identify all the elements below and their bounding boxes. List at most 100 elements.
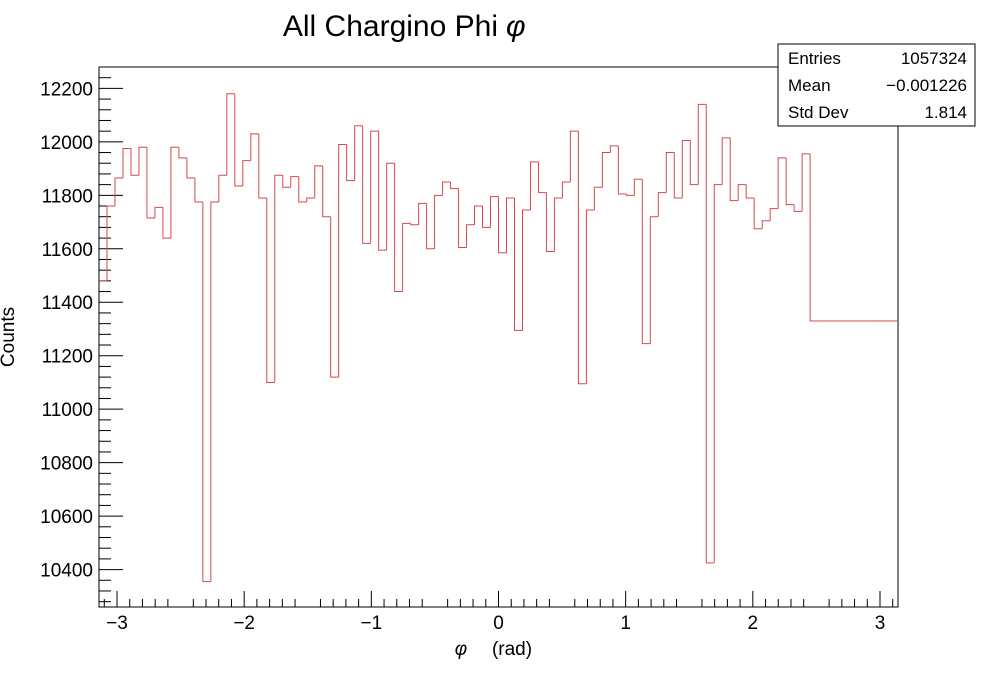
histogram-bin xyxy=(466,224,475,248)
histogram-bin xyxy=(577,131,587,385)
histogram-bin xyxy=(545,192,555,252)
histogram-bin xyxy=(585,209,595,384)
histogram-bin xyxy=(290,176,299,188)
histogram-bin xyxy=(210,201,219,582)
stats-label: Mean xyxy=(788,76,831,95)
plot-frame xyxy=(98,66,899,608)
histogram-bin xyxy=(170,146,179,239)
histogram-bin xyxy=(122,148,131,178)
histogram-bin xyxy=(649,216,659,344)
histogram-bin xyxy=(474,205,483,225)
histogram-bin xyxy=(657,192,667,217)
histogram-bin xyxy=(673,152,683,199)
histogram-bin xyxy=(505,197,515,253)
histogram-bin xyxy=(689,140,699,186)
x-axis-symbol: φ xyxy=(455,639,467,660)
histogram-bin xyxy=(721,137,731,185)
y-tick-labels: 10400 10600 10800 11000 11200 11400 11600 11800… xyxy=(40,79,93,581)
histogram-bin xyxy=(809,153,819,322)
histogram-bin xyxy=(609,145,619,153)
histogram-bin xyxy=(593,186,603,211)
histogram-bin xyxy=(370,130,379,244)
histogram-bin xyxy=(529,161,539,211)
stats-box: Entries 1057324 Mean −0.001226 Std Dev 1.814 xyxy=(777,43,976,127)
histogram-bin xyxy=(106,205,115,281)
histogram-bin xyxy=(354,125,363,181)
histogram-bin xyxy=(138,146,147,176)
y-tick-label: 10400 xyxy=(40,561,93,582)
histogram-bin xyxy=(761,220,771,229)
chart-title-text: All Chargino Phi xyxy=(283,10,498,43)
histogram-bin xyxy=(154,206,163,219)
histogram-bin xyxy=(186,157,195,179)
histogram-bin xyxy=(729,137,739,202)
histogram-bin xyxy=(442,181,451,196)
histogram-bin xyxy=(641,179,651,345)
histogram-bin xyxy=(234,93,243,187)
histogram-bin xyxy=(521,209,531,331)
x-tick-labels: −3 −2 −1 0 1 2 3 xyxy=(106,613,885,634)
y-tick-label: 11000 xyxy=(42,400,93,421)
y-tick-label: 11600 xyxy=(42,240,93,261)
histogram-series xyxy=(99,93,898,583)
histogram-bin xyxy=(178,147,187,159)
chart-title-symbol: φ xyxy=(506,10,526,43)
stats-value: −0.001226 xyxy=(886,76,967,95)
histogram-bin xyxy=(202,202,211,583)
y-axis-label: Counts xyxy=(0,307,19,367)
chart-title: All Chargino Phi φ xyxy=(283,10,526,43)
histogram-bin xyxy=(569,130,579,182)
histogram-bin xyxy=(601,152,611,188)
histogram-bin xyxy=(426,203,435,250)
histogram-bin xyxy=(242,160,251,186)
histogram-bin xyxy=(162,207,171,239)
histogram-bin xyxy=(617,145,627,195)
histogram-bin xyxy=(737,184,747,201)
y-tick-label: 11200 xyxy=(42,347,93,368)
histogram-bin xyxy=(298,176,307,203)
stats-label: Entries xyxy=(788,49,841,68)
histogram-bin xyxy=(633,178,643,196)
histogram-bin xyxy=(561,181,571,198)
y-tick-label: 11800 xyxy=(42,186,93,207)
histogram-bin xyxy=(330,216,339,378)
histogram-bin xyxy=(697,103,707,185)
histogram-bin xyxy=(250,133,259,161)
x-tick-label: −3 xyxy=(106,613,128,634)
histogram-bin xyxy=(801,153,811,212)
histogram-bin xyxy=(785,157,795,206)
x-axis-label: (rad) xyxy=(492,639,532,660)
histogram-bin xyxy=(346,144,355,182)
x-tick-label: 2 xyxy=(748,613,759,634)
histogram-bin xyxy=(266,197,275,383)
histogram-bin xyxy=(194,177,203,203)
histogram-bin xyxy=(394,163,403,293)
histogram-bin xyxy=(705,104,715,564)
histogram-bin xyxy=(753,197,763,230)
histogram-bin xyxy=(258,133,267,199)
histogram-bin xyxy=(450,181,459,190)
histogram-bin xyxy=(418,202,427,225)
histogram-bin xyxy=(625,193,635,196)
stats-value: 1.814 xyxy=(924,103,967,122)
x-tick-label: 3 xyxy=(875,613,886,634)
histogram-bin xyxy=(513,197,523,331)
y-tick-label: 10600 xyxy=(40,507,93,528)
x-tick-label: −2 xyxy=(233,613,255,634)
x-tick-label: 1 xyxy=(620,613,631,634)
y-tick-label: 11400 xyxy=(42,293,93,314)
axis-ticks xyxy=(99,66,894,607)
histogram-bin xyxy=(322,165,331,218)
histogram-bin xyxy=(306,197,315,202)
histogram-bin xyxy=(681,140,691,198)
histogram-bin xyxy=(314,165,323,198)
y-tick-label: 10800 xyxy=(40,454,93,475)
y-tick-label: 12000 xyxy=(40,133,93,154)
histogram-bin xyxy=(793,204,803,212)
stats-value: 1057324 xyxy=(901,49,967,68)
histogram-bin xyxy=(490,196,499,228)
histogram-bin xyxy=(410,223,419,226)
histogram-bin xyxy=(338,144,347,378)
x-tick-label: −1 xyxy=(360,613,382,634)
